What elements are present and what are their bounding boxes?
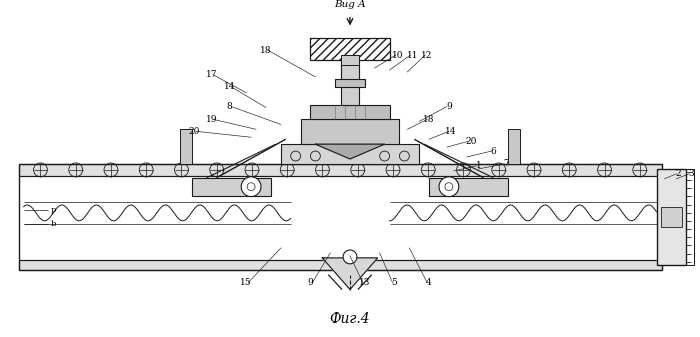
- Text: 10: 10: [392, 51, 403, 60]
- Text: 19: 19: [206, 115, 217, 124]
- Bar: [341, 60, 359, 104]
- Text: b: b: [50, 220, 56, 228]
- Bar: [341, 55, 359, 65]
- Text: 14: 14: [445, 127, 456, 136]
- Circle shape: [241, 177, 261, 196]
- Text: 6: 6: [491, 147, 496, 156]
- Text: 13: 13: [359, 278, 370, 287]
- Bar: [661, 208, 682, 227]
- Bar: [310, 38, 390, 60]
- Text: 7: 7: [503, 159, 509, 168]
- Text: 12: 12: [421, 51, 433, 60]
- Bar: [19, 164, 661, 176]
- Circle shape: [439, 177, 458, 196]
- Bar: [180, 129, 192, 164]
- Polygon shape: [322, 258, 378, 289]
- Bar: [300, 119, 400, 144]
- Text: 20: 20: [465, 137, 476, 146]
- Text: 11: 11: [407, 51, 418, 60]
- Text: 14: 14: [223, 82, 235, 91]
- Text: Фиг.4: Фиг.4: [330, 312, 370, 326]
- Text: Bug A: Bug A: [334, 0, 366, 9]
- Text: p: p: [50, 206, 56, 214]
- Text: 17: 17: [206, 70, 217, 80]
- Text: 5: 5: [391, 278, 398, 287]
- Text: 18: 18: [424, 115, 435, 124]
- Text: 15: 15: [240, 278, 252, 287]
- Bar: [192, 178, 271, 195]
- Text: 4: 4: [426, 278, 432, 287]
- Text: 1: 1: [476, 161, 482, 171]
- Bar: [281, 144, 419, 164]
- Circle shape: [343, 250, 357, 264]
- Bar: [335, 79, 365, 87]
- Bar: [686, 169, 694, 265]
- Bar: [310, 104, 390, 119]
- Text: 18: 18: [260, 46, 272, 55]
- Bar: [19, 260, 661, 270]
- Bar: [508, 129, 520, 164]
- Text: 9: 9: [307, 278, 314, 287]
- Bar: [429, 178, 508, 195]
- Text: 3: 3: [688, 169, 694, 178]
- Text: 2: 2: [676, 169, 681, 178]
- Text: 8: 8: [227, 102, 232, 111]
- Text: 20: 20: [188, 127, 199, 136]
- Text: 9: 9: [446, 102, 452, 111]
- Bar: [657, 169, 686, 265]
- Polygon shape: [316, 144, 384, 159]
